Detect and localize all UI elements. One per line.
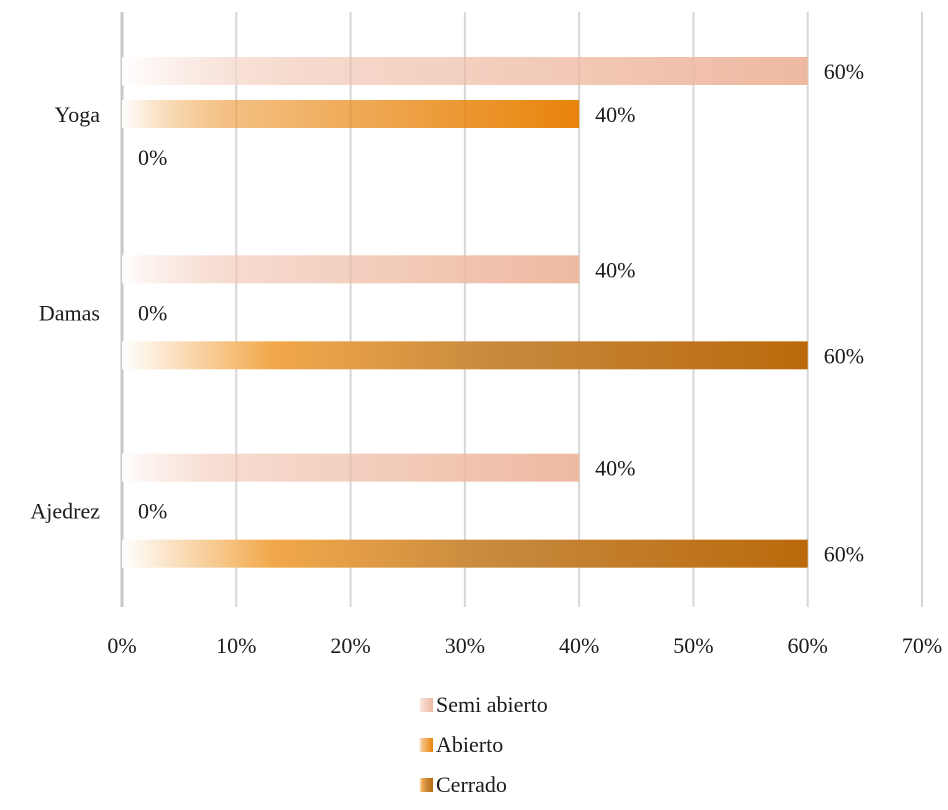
data-label-ajedrez-cerrado: 60% — [824, 542, 864, 567]
bars — [122, 57, 808, 568]
data-label-yoga-cerrado: 0% — [138, 145, 167, 170]
x-tick-label-40: 40% — [559, 633, 599, 658]
legend-swatch-cerrado — [419, 778, 433, 792]
data-labels: 60% 40% 0% 40% 0% 60% 40% 0% 60% — [138, 59, 864, 567]
legend-label-abierto: Abierto — [436, 732, 503, 757]
x-tick-label-0: 0% — [107, 633, 136, 658]
legend-swatch-semi-abierto — [419, 698, 433, 712]
x-tick-label-50: 50% — [673, 633, 713, 658]
bar-damas-semi-abierto — [122, 255, 580, 284]
x-tick-label-30: 30% — [445, 633, 485, 658]
bar-ajedrez-semi-abierto — [122, 453, 580, 482]
bar-yoga-semi-abierto — [122, 57, 808, 85]
legend-label-semi-abierto: Semi abierto — [436, 692, 548, 717]
bar-damas-cerrado — [122, 341, 808, 370]
data-label-yoga-abierto: 40% — [595, 102, 635, 127]
x-tick-label-20: 20% — [330, 633, 370, 658]
bar-ajedrez-cerrado — [122, 539, 808, 568]
legend: Semi abierto Abierto Cerrado — [419, 692, 548, 797]
data-label-ajedrez-abierto: 0% — [138, 499, 167, 524]
x-tick-label-60: 60% — [788, 633, 828, 658]
x-tick-label-70: 70% — [902, 633, 942, 658]
data-label-yoga-semi-abierto: 60% — [824, 59, 864, 84]
category-label-ajedrez: Ajedrez — [30, 499, 100, 524]
category-label-yoga: Yoga — [55, 102, 101, 127]
axes: 0% 10% 20% 30% 40% 50% 60% 70% Yoga Damas Ajedrez — [30, 102, 942, 658]
legend-swatch-abierto — [419, 738, 433, 752]
data-label-damas-semi-abierto: 40% — [595, 257, 635, 282]
data-label-damas-cerrado: 60% — [824, 343, 864, 368]
data-label-damas-abierto: 0% — [138, 300, 167, 325]
data-label-ajedrez-semi-abierto: 40% — [595, 456, 635, 481]
bar-yoga-abierto — [122, 100, 580, 128]
x-tick-label-10: 10% — [216, 633, 256, 658]
category-label-damas: Damas — [39, 300, 100, 325]
legend-label-cerrado: Cerrado — [436, 772, 507, 797]
